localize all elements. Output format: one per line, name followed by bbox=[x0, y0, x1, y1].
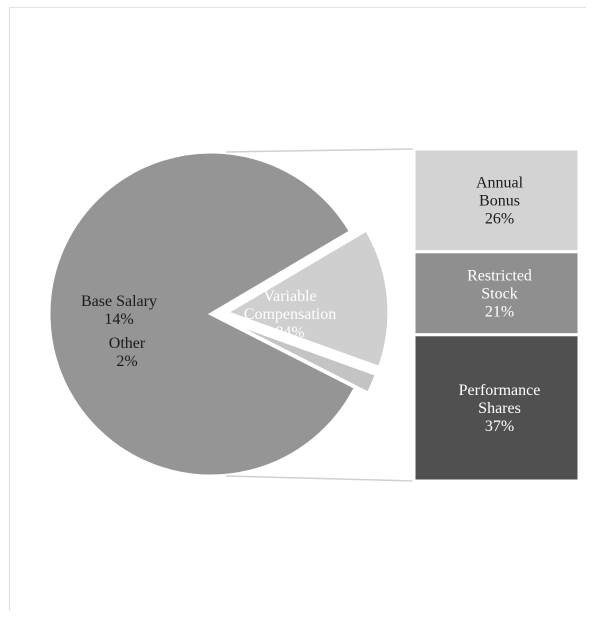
bar-segment-annual-bonus bbox=[412, 147, 581, 254]
pie-slice-variable-compensation bbox=[47, 150, 358, 478]
bar-label-performance-shares-line: 37% bbox=[485, 418, 514, 435]
pie-label-base-salary-line: 14% bbox=[104, 311, 133, 328]
bar-label-restricted-stock-line: Restricted bbox=[467, 267, 532, 284]
pie-label-variable-compensation-line: 84% bbox=[275, 324, 304, 341]
pie-label-other: Other 2% bbox=[109, 335, 146, 370]
bar-label-performance-shares-line: Shares bbox=[478, 400, 521, 417]
pie-label-other-line: Other bbox=[109, 335, 146, 352]
bar-segment-performance-shares bbox=[412, 333, 581, 483]
pie-slice-other bbox=[223, 318, 379, 396]
pie-label-other-line: 2% bbox=[116, 353, 137, 370]
bar-label-annual-bonus-line: 26% bbox=[485, 210, 514, 227]
bar-segment-restricted-stock bbox=[412, 250, 581, 337]
bar-label-restricted-stock-line: Stock bbox=[481, 285, 517, 302]
bar-label-restricted-stock-line: 21% bbox=[485, 303, 514, 320]
pie-label-variable-compensation: Variable Compensation 84% bbox=[244, 288, 336, 341]
pie-slice-base-salary bbox=[223, 227, 391, 370]
pie-label-base-salary: Base Salary 14% bbox=[81, 293, 157, 328]
pie-label-base-salary-line: Base Salary bbox=[81, 293, 157, 310]
pie-label-variable-compensation-line: Variable bbox=[263, 288, 316, 305]
connector-line-bottom bbox=[225, 475, 415, 482]
bar-label-performance-shares-line: Performance bbox=[459, 382, 541, 399]
chart-frame bbox=[9, 7, 586, 610]
bar-label-performance-shares: Performance Shares 37% bbox=[459, 382, 541, 435]
pie-label-variable-compensation-line: Compensation bbox=[244, 306, 336, 323]
bar-label-annual-bonus-line: Bonus bbox=[479, 192, 520, 209]
bar-label-annual-bonus: Annual Bonus 26% bbox=[476, 174, 524, 227]
bar-label-annual-bonus-line: Annual bbox=[476, 174, 524, 191]
connector-line-top bbox=[225, 148, 415, 153]
bar-label-restricted-stock: Restricted Stock 21% bbox=[467, 267, 532, 320]
